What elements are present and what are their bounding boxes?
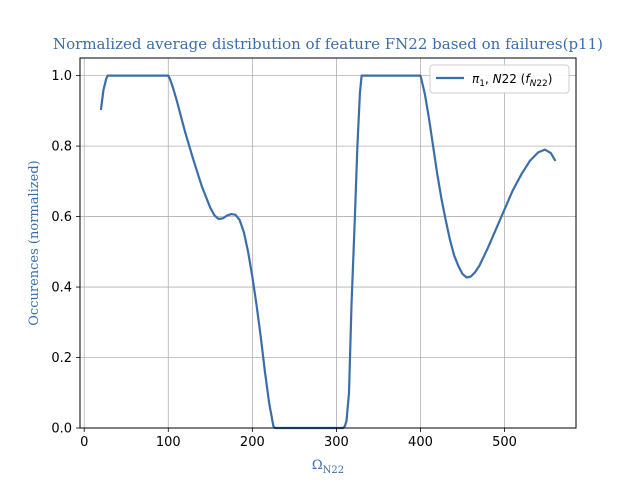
y-axis-label: Occurences (normalized) [27,160,42,325]
y-tick-label: 1.0 [51,69,72,84]
x-tick-label: 500 [492,435,517,450]
ticks: 0 100 200 300 400 500 0.0 0.2 0.4 0.6 0.8 1.0 [51,69,517,450]
x-tick-label: 400 [408,435,433,450]
x-tick-label: 0 [80,435,88,450]
y-tick-label: 0.6 [51,210,72,225]
plot-frame [79,57,577,429]
legend-box [429,64,570,94]
grid [80,58,576,429]
y-tick-label: 0.4 [51,281,72,296]
x-tick-label: 100 [156,435,181,450]
x-tick-label: 200 [240,435,265,450]
x-tick-label: 300 [324,435,349,450]
y-tick-label: 0.8 [51,140,72,155]
legend-entry-label: π1, N22 (fN22) [472,72,552,89]
series-layer [99,74,557,430]
y-tick-label: 0.2 [51,351,72,366]
chart-title: Normalized average distribution of featu… [53,35,603,53]
legend: π1, N22 (fN22) [429,64,570,94]
y-tick-label: 0.0 [51,422,72,437]
series-line [99,74,557,430]
